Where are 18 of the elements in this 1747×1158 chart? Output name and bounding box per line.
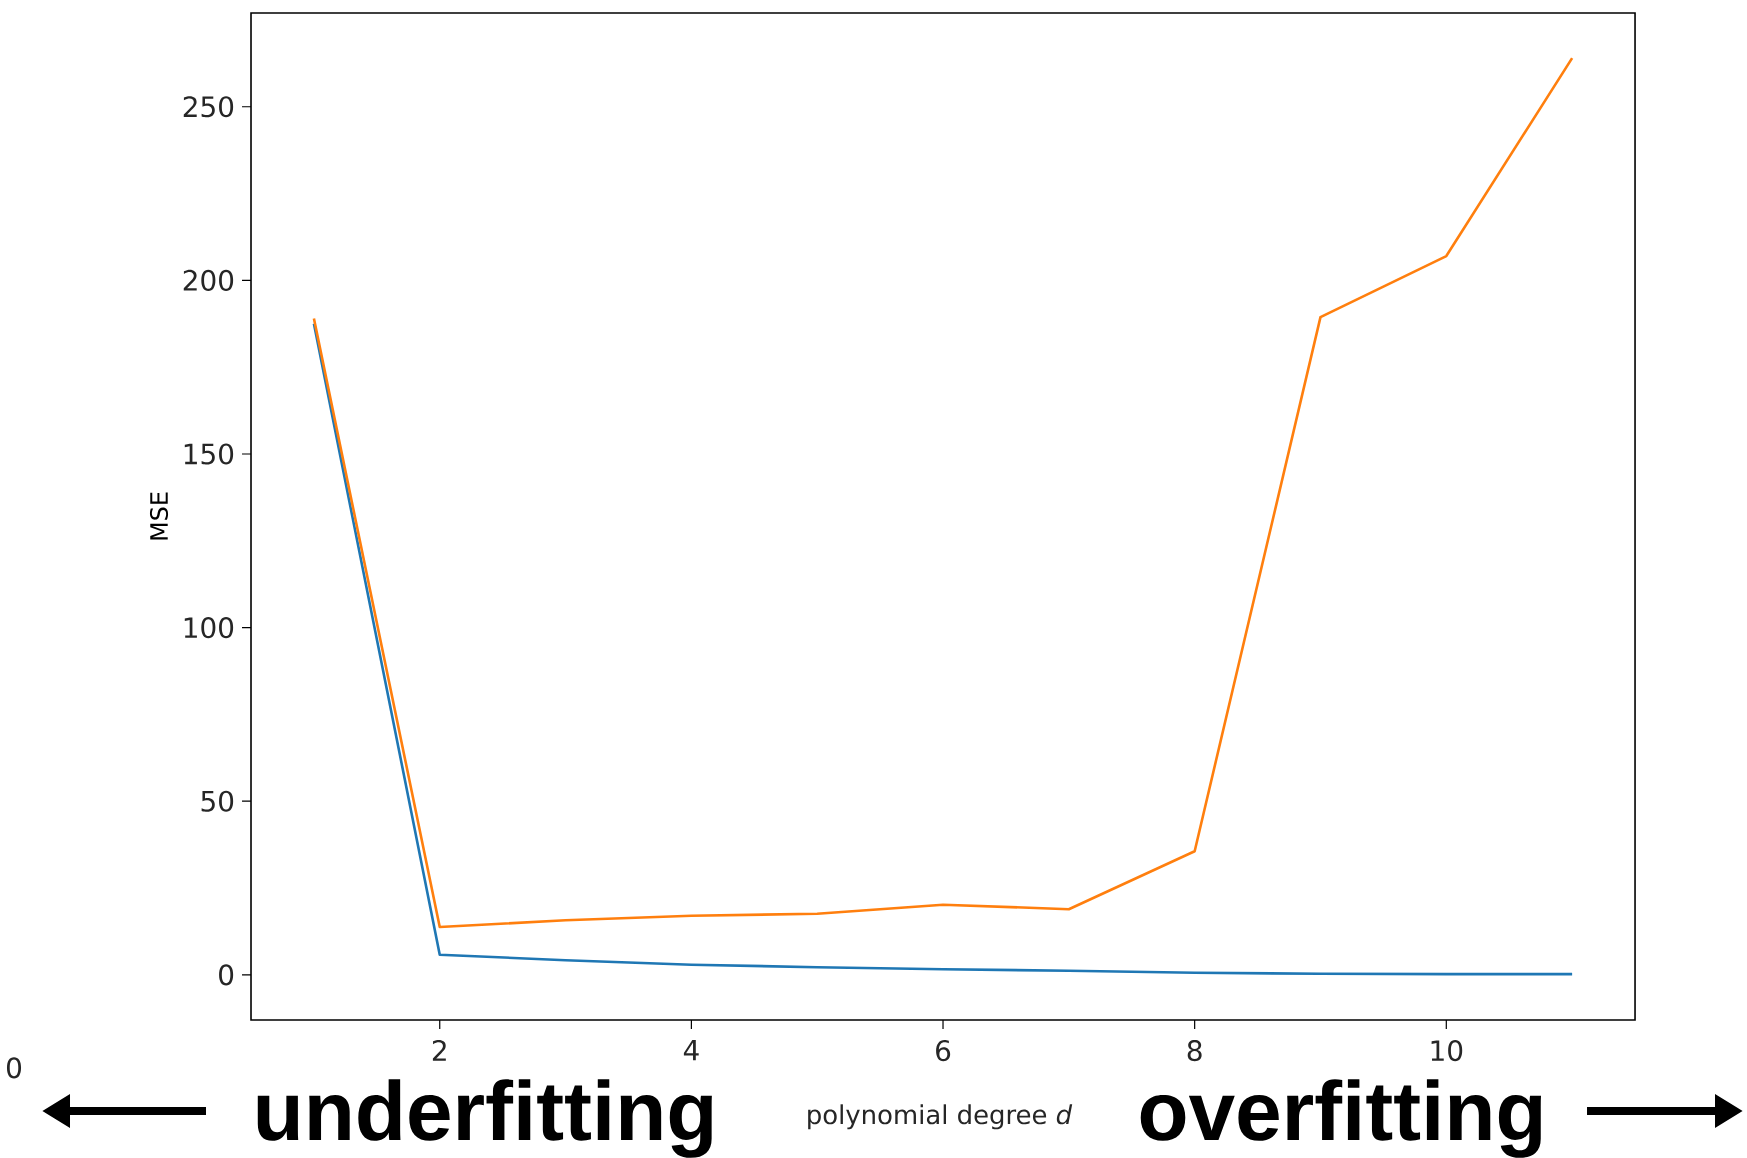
x-tick-label: 10: [1431, 1040, 1463, 1062]
x-axis-title: polynomial degree d: [808, 1104, 1073, 1130]
x-tick-label: 2: [432, 1040, 446, 1061]
y-tick-label: 200: [183, 269, 234, 291]
text: underfitting: [257, 1079, 712, 1158]
y-axis-title: MSE: [149, 492, 169, 540]
x-tick-label: 4: [683, 1040, 699, 1061]
x-tick-label: 6: [936, 1040, 951, 1062]
text: 0: [6, 1057, 22, 1079]
y-tick-label: 100: [184, 617, 234, 639]
y-tick-label: 150: [184, 443, 234, 465]
y-tick-label: 50: [201, 790, 234, 812]
x-tick-label: 8: [1187, 1040, 1202, 1062]
line-series: [312, 56, 1574, 929]
y-tick-label: 0: [219, 964, 234, 986]
text: overfitting: [1140, 1079, 1541, 1158]
line-series: [312, 322, 1574, 976]
y-tick-label: 250: [183, 96, 234, 118]
